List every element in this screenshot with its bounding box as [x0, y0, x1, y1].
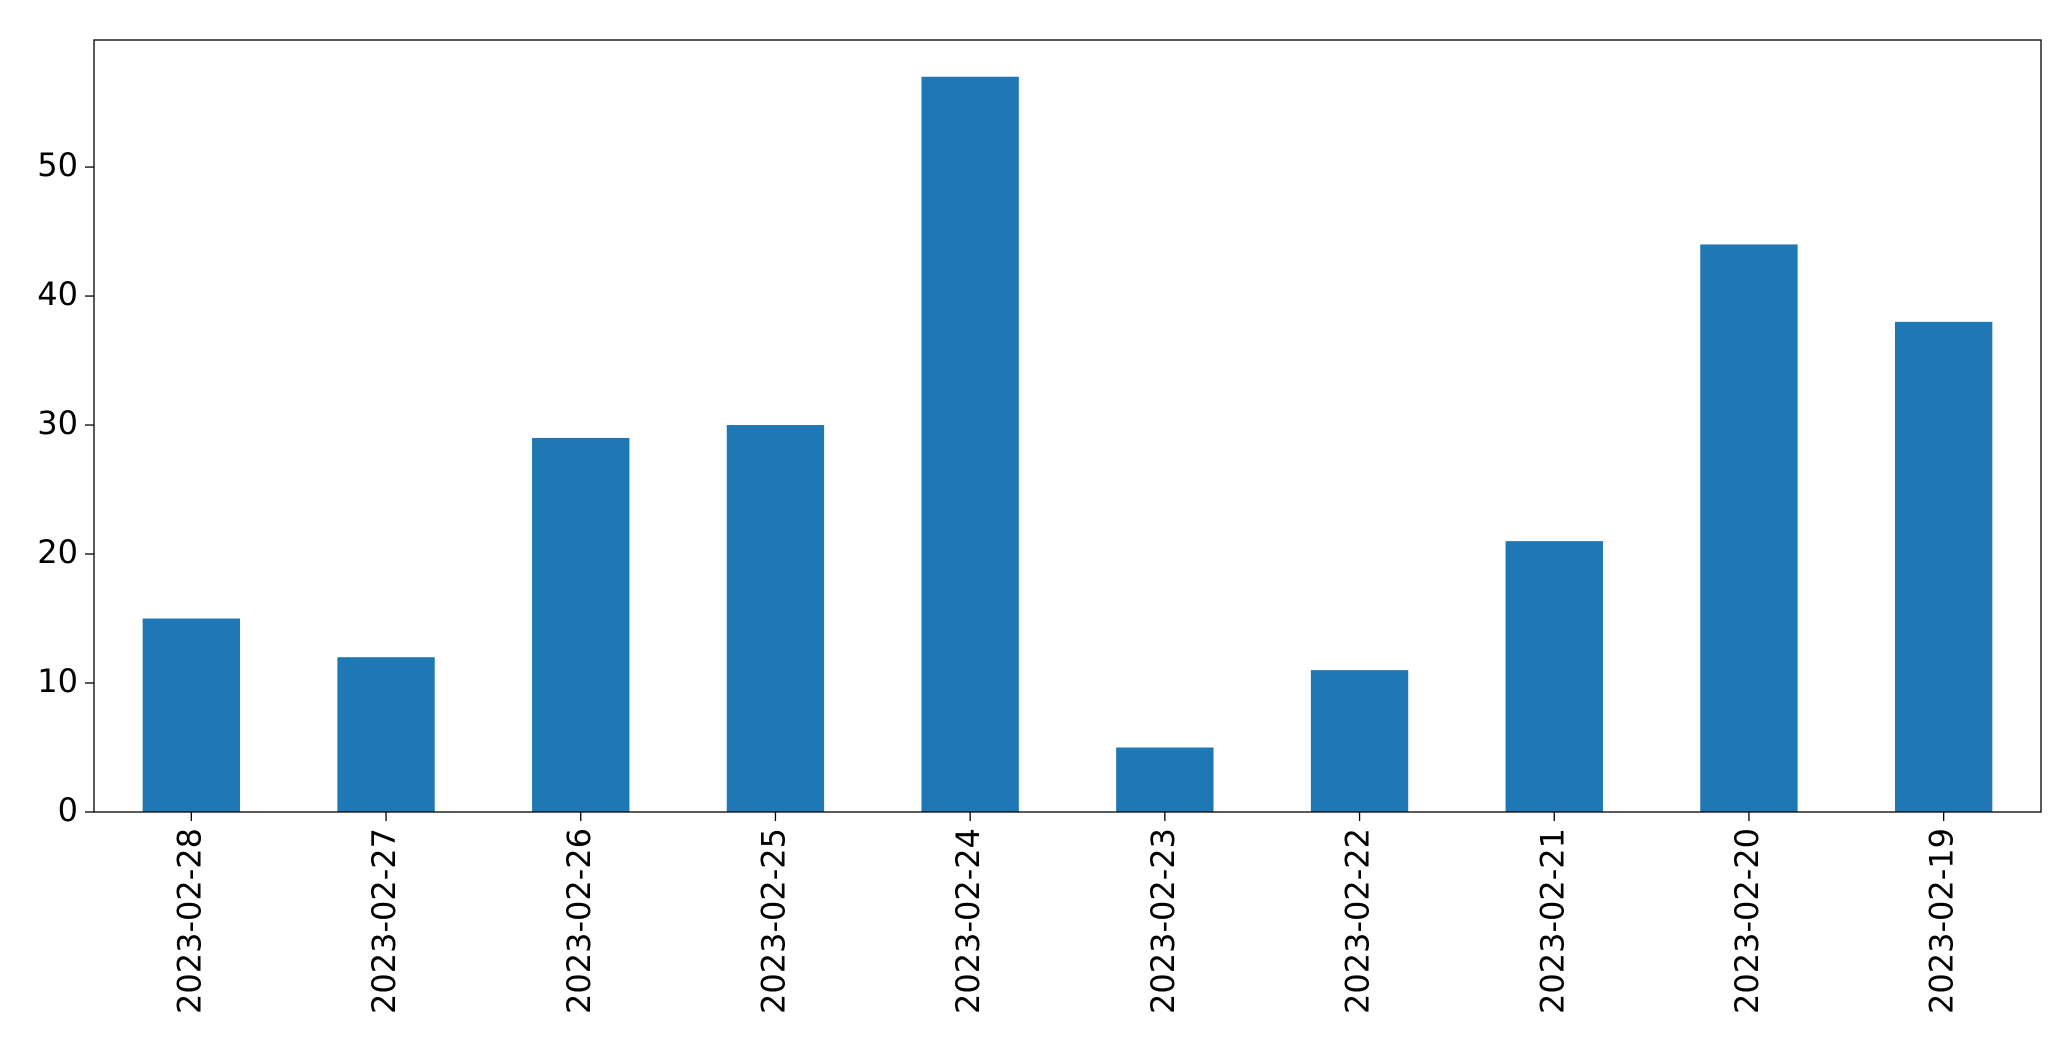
x-tick-label: 2023-02-19: [1923, 828, 1961, 1014]
y-tick-label: 20: [37, 533, 78, 571]
x-tick-label: 2023-02-20: [1728, 828, 1766, 1014]
x-tick-label: 2023-02-25: [754, 828, 792, 1014]
x-tick-label: 2023-02-24: [949, 828, 987, 1014]
x-tick-label: 2023-02-26: [560, 828, 598, 1014]
bar: [1310, 670, 1409, 812]
y-tick-label: 10: [37, 662, 78, 700]
x-tick-label: 2023-02-23: [1144, 828, 1182, 1014]
x-tick-label: 2023-02-22: [1339, 828, 1377, 1014]
bar: [532, 437, 630, 812]
bar: [142, 618, 241, 812]
y-tick-label: 50: [37, 146, 78, 184]
plot-frame: [93, 39, 2042, 813]
bar: [1894, 321, 1993, 812]
x-tick-label: 2023-02-28: [170, 828, 208, 1014]
x-tick-label: 2023-02-27: [365, 828, 403, 1014]
x-tick-label: 2023-02-21: [1533, 828, 1571, 1014]
y-tick-label: 40: [37, 275, 78, 313]
bar: [1700, 244, 1798, 813]
y-tick-label: 30: [37, 404, 78, 442]
bar: [1505, 541, 1603, 812]
bar: [726, 425, 825, 812]
bar: [337, 657, 435, 812]
bar: [921, 76, 1019, 812]
bar: [1116, 747, 1214, 812]
y-tick-label: 0: [58, 791, 78, 829]
